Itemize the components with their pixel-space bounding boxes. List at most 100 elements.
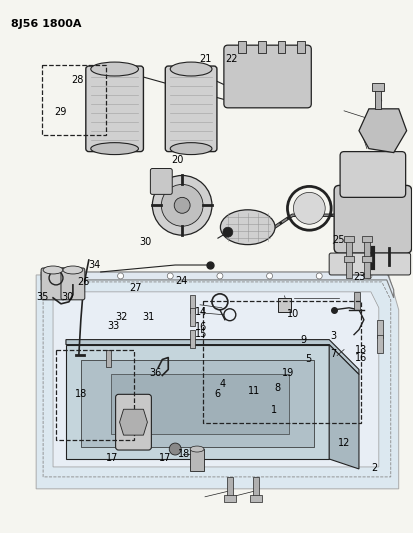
Text: 26: 26	[77, 277, 90, 287]
Polygon shape	[329, 345, 359, 469]
Bar	[362, 256, 372, 262]
Bar	[362, 236, 372, 242]
Text: 17: 17	[106, 454, 119, 463]
Text: 16: 16	[356, 353, 368, 363]
Text: 19: 19	[282, 368, 294, 377]
Ellipse shape	[170, 62, 212, 76]
Bar	[42, 65, 107, 135]
Text: 6: 6	[214, 389, 221, 399]
Bar	[190, 449, 204, 471]
Text: 25: 25	[332, 235, 345, 245]
FancyBboxPatch shape	[41, 268, 65, 300]
FancyBboxPatch shape	[86, 66, 143, 151]
Bar	[364, 240, 370, 258]
FancyBboxPatch shape	[340, 151, 406, 197]
Ellipse shape	[91, 62, 138, 76]
FancyBboxPatch shape	[334, 185, 412, 253]
Text: 4: 4	[220, 379, 226, 389]
Text: 11: 11	[247, 386, 260, 396]
Circle shape	[118, 273, 123, 279]
Text: 27: 27	[130, 282, 142, 293]
Polygon shape	[41, 272, 394, 298]
Bar	[377, 335, 383, 352]
FancyBboxPatch shape	[116, 394, 152, 450]
Text: 14: 14	[195, 306, 208, 317]
Text: 5: 5	[305, 354, 311, 364]
Text: 16: 16	[195, 322, 208, 332]
Circle shape	[223, 227, 233, 237]
Text: 3: 3	[330, 332, 337, 342]
Bar	[55, 350, 134, 440]
Text: 9: 9	[301, 335, 307, 345]
Text: 7: 7	[330, 349, 336, 359]
Circle shape	[169, 443, 181, 455]
FancyBboxPatch shape	[150, 168, 172, 195]
Bar	[344, 256, 354, 262]
Text: 33: 33	[107, 321, 119, 331]
Bar	[278, 41, 285, 53]
Circle shape	[174, 197, 190, 213]
Bar	[278, 298, 292, 312]
Text: 10: 10	[287, 309, 299, 319]
Bar	[203, 301, 361, 423]
Text: 2: 2	[372, 463, 378, 473]
Text: 1: 1	[271, 405, 277, 415]
Polygon shape	[66, 340, 359, 375]
Polygon shape	[81, 360, 314, 447]
Bar	[106, 350, 111, 367]
Circle shape	[217, 273, 223, 279]
Ellipse shape	[190, 446, 204, 452]
Ellipse shape	[43, 266, 63, 274]
Text: 31: 31	[142, 312, 154, 322]
Circle shape	[267, 273, 273, 279]
Text: 22: 22	[225, 54, 238, 63]
Circle shape	[293, 192, 325, 224]
FancyBboxPatch shape	[329, 253, 411, 275]
Text: 35: 35	[36, 292, 49, 302]
Polygon shape	[53, 292, 379, 467]
Text: 34: 34	[89, 261, 101, 270]
Bar	[372, 83, 384, 91]
Text: 15: 15	[195, 329, 208, 340]
Bar	[238, 41, 246, 53]
Ellipse shape	[170, 143, 212, 155]
Circle shape	[366, 273, 372, 279]
Bar	[375, 89, 381, 109]
Bar	[190, 308, 195, 326]
Bar	[346, 260, 352, 278]
Ellipse shape	[63, 266, 83, 274]
Bar	[250, 495, 261, 502]
Text: 28: 28	[71, 75, 83, 85]
FancyBboxPatch shape	[224, 45, 311, 108]
Circle shape	[167, 273, 173, 279]
Bar	[227, 477, 233, 497]
FancyBboxPatch shape	[165, 66, 217, 151]
Polygon shape	[359, 109, 407, 152]
Bar	[377, 320, 383, 337]
Ellipse shape	[91, 143, 138, 155]
Text: 36: 36	[149, 368, 161, 377]
Text: 8J56 1800A: 8J56 1800A	[11, 19, 82, 29]
FancyBboxPatch shape	[61, 268, 85, 300]
Bar	[253, 477, 259, 497]
Text: 32: 32	[115, 312, 127, 322]
Text: 23: 23	[353, 272, 365, 282]
Text: 17: 17	[159, 454, 172, 463]
Circle shape	[152, 175, 212, 235]
Text: 13: 13	[356, 345, 368, 356]
Ellipse shape	[221, 210, 275, 245]
Polygon shape	[36, 275, 399, 489]
Circle shape	[316, 273, 322, 279]
Bar	[224, 495, 236, 502]
Text: 8: 8	[274, 383, 280, 393]
Bar	[190, 330, 195, 348]
Circle shape	[161, 184, 203, 226]
Text: 20: 20	[171, 156, 183, 165]
Polygon shape	[66, 345, 329, 459]
Text: 12: 12	[338, 438, 350, 448]
Text: 24: 24	[176, 276, 188, 286]
Bar	[344, 236, 354, 242]
Bar	[364, 260, 370, 278]
Bar	[346, 240, 352, 258]
Text: 18: 18	[178, 449, 190, 459]
